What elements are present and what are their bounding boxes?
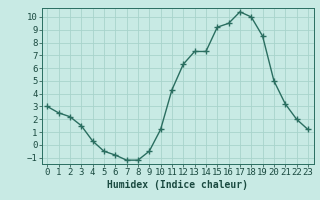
X-axis label: Humidex (Indice chaleur): Humidex (Indice chaleur) [107, 180, 248, 190]
